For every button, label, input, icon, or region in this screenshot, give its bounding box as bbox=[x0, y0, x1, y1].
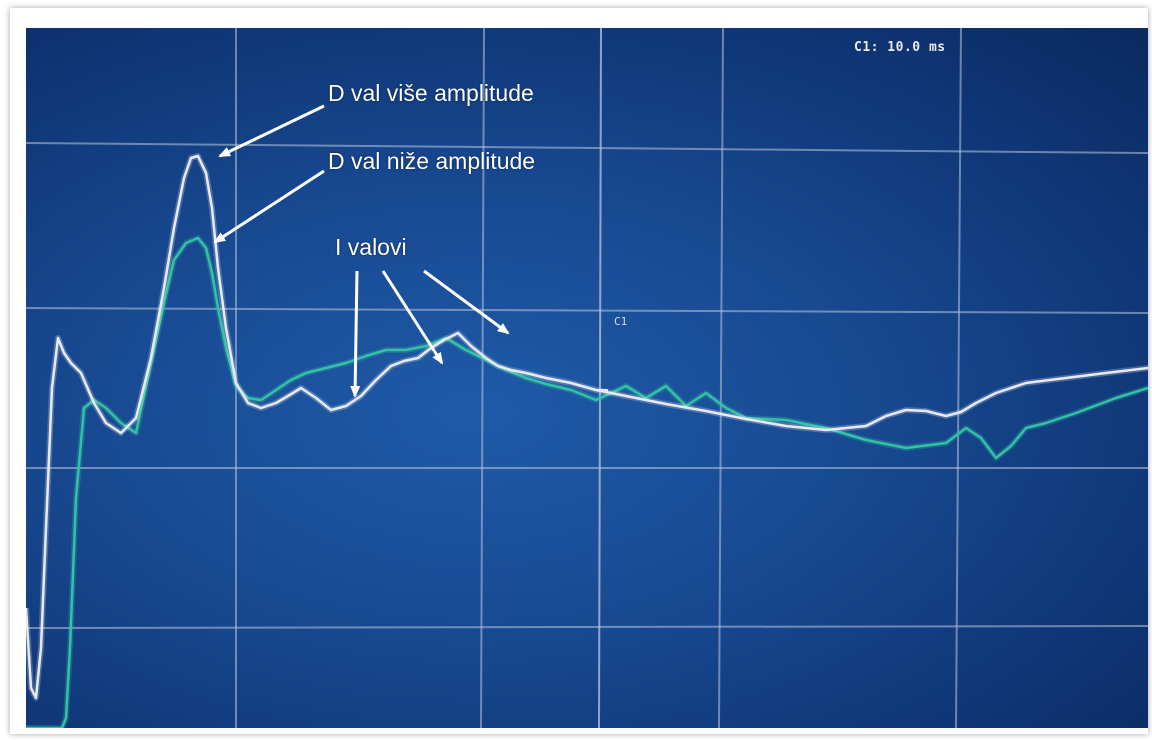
arrow-i-wave-3 bbox=[424, 271, 508, 333]
arrow-i-wave-1 bbox=[355, 271, 357, 396]
annotation-i-waves: I valovi bbox=[335, 234, 407, 261]
annotation-d-low: D val niže amplitude bbox=[328, 148, 535, 175]
grid-line-v bbox=[719, 28, 723, 728]
oscilloscope-screen: C1: 10.0 ms C1 D val više amplitude D va… bbox=[26, 28, 1148, 728]
grid bbox=[26, 28, 1148, 728]
arrow-d-low bbox=[215, 171, 324, 242]
cursor-label: C1 bbox=[614, 315, 627, 328]
grid-line-v bbox=[481, 28, 484, 728]
grid-line-v bbox=[956, 28, 961, 728]
annotation-d-high: D val više amplitude bbox=[328, 80, 534, 107]
grid-line-h bbox=[26, 626, 1148, 628]
grid-line-h bbox=[26, 143, 1148, 153]
traces bbox=[26, 156, 1148, 728]
cursor-line bbox=[599, 28, 601, 728]
channel-readout: C1: 10.0 ms bbox=[854, 40, 946, 55]
grid-line-h bbox=[26, 308, 1148, 313]
trace-plot bbox=[26, 28, 1148, 728]
